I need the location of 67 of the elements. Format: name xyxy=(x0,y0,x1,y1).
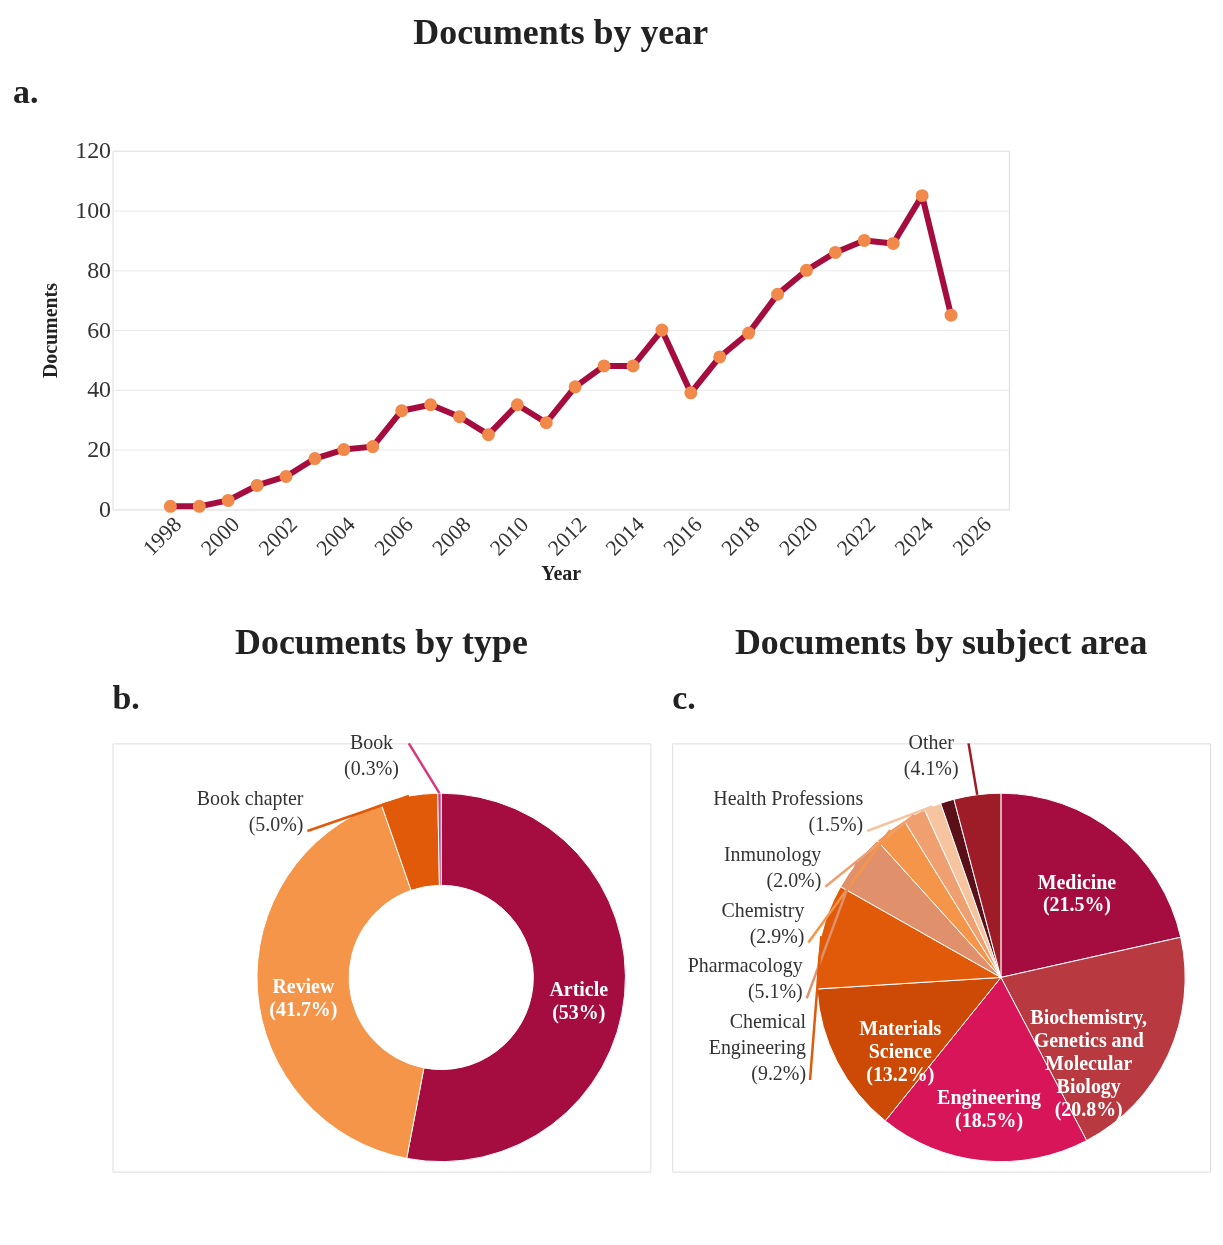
point xyxy=(886,236,900,250)
data-label: (2.9%) xyxy=(749,924,805,948)
point xyxy=(655,323,669,337)
point xyxy=(337,443,351,457)
point xyxy=(684,386,698,400)
data-label: (41.7%) xyxy=(269,998,338,1022)
point xyxy=(713,350,727,364)
slice-label: Other xyxy=(908,731,955,754)
point xyxy=(568,380,582,394)
point xyxy=(539,416,553,430)
point xyxy=(828,245,842,259)
slice-label: Materials Science xyxy=(859,1017,942,1063)
x-axis-title: Year xyxy=(541,561,582,584)
chart-title: Documents by year xyxy=(413,12,709,53)
point xyxy=(424,398,438,412)
data-label: (53%) xyxy=(552,1001,606,1025)
point xyxy=(626,359,640,373)
point xyxy=(192,499,206,513)
slice-label: Article xyxy=(549,978,609,1001)
y-axis-title: Documents xyxy=(39,282,62,379)
slice-label: Book chapter xyxy=(196,787,304,811)
y-tick-label: 80 xyxy=(87,256,112,283)
data-label: (5.1%) xyxy=(747,980,803,1004)
slice-label: Health Professions xyxy=(713,787,864,810)
data-label: (2.0%) xyxy=(766,868,822,892)
slice-label: Chemistry xyxy=(721,898,805,922)
point xyxy=(366,440,380,454)
point xyxy=(799,263,813,277)
text: b. xyxy=(112,678,140,716)
slice-label: Medicine xyxy=(1037,870,1117,893)
point xyxy=(163,499,177,513)
data-label: (9.2%) xyxy=(751,1062,807,1086)
point xyxy=(510,398,524,412)
chart-title: Documents by subject area xyxy=(734,621,1148,662)
y-tick-label: 0 xyxy=(99,495,112,522)
point xyxy=(915,189,929,203)
point xyxy=(250,478,264,492)
y-tick-label: 20 xyxy=(87,436,112,463)
slice-label: Pharmacology xyxy=(687,954,803,978)
data-label: (0.3%) xyxy=(344,757,399,781)
point xyxy=(597,359,611,373)
data-label: (1.5%) xyxy=(808,813,864,837)
point xyxy=(308,452,322,466)
y-tick-label: 100 xyxy=(75,197,112,224)
point xyxy=(857,233,871,247)
text: a. xyxy=(12,73,39,111)
chart-title: Documents by type xyxy=(235,621,528,662)
data-label: (4.1%) xyxy=(903,757,959,781)
point xyxy=(279,470,293,483)
point xyxy=(481,428,495,442)
y-tick-label: 60 xyxy=(87,316,112,343)
point xyxy=(453,410,466,424)
point xyxy=(221,493,235,507)
data-label: (18.5%) xyxy=(955,1109,1024,1133)
data-label: (5.0%) xyxy=(248,813,304,837)
slice-label: Chemical Engineering xyxy=(708,1010,807,1060)
slice-label: Review xyxy=(272,975,335,998)
point xyxy=(944,308,958,322)
point xyxy=(771,287,785,301)
slice-label: Inmunology xyxy=(723,842,822,866)
slice-label: Book xyxy=(349,731,394,754)
data-label: (21.5%) xyxy=(1042,893,1111,917)
y-tick-label: 120 xyxy=(75,137,112,164)
y-tick-label: 40 xyxy=(87,376,112,403)
point xyxy=(742,326,756,340)
text: c. xyxy=(672,678,696,716)
point xyxy=(395,404,409,418)
